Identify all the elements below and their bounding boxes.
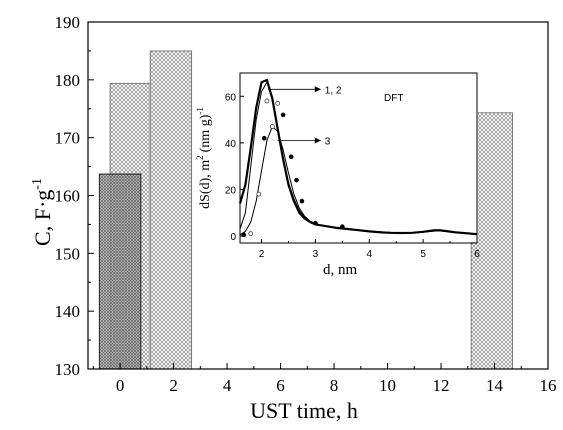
y-tick-label: 170: [55, 129, 81, 148]
inset-y-tick-label: 60: [225, 92, 237, 103]
inset-y-axis-label-sup: 2: [195, 155, 205, 160]
inset-data-marker: [299, 198, 305, 204]
inset-data-marker: [275, 100, 281, 106]
inset-background: [238, 72, 478, 242]
inset-x-tick-label: 5: [420, 249, 426, 260]
x-tick-label: 14: [486, 376, 504, 395]
main-y-axis-label-text: C, F·g: [30, 190, 55, 246]
inset-data-marker: [270, 124, 275, 129]
inset-x-tick-label: 3: [313, 249, 319, 260]
main-y-axis: 130 140 150 160 170 180 190: [55, 13, 94, 379]
inset-data-marker: [248, 231, 254, 236]
inset-y-tick-label: 40: [225, 139, 237, 150]
main-x-axis-label: UST time, h: [250, 398, 358, 423]
y-tick-label: 190: [55, 13, 81, 32]
inset-annotation-dft: DFT: [384, 93, 403, 104]
inset-x-tick-label: 4: [366, 249, 372, 260]
main-bars: [98, 50, 513, 370]
inset-y-axis-label-text: dS(d), m: [198, 160, 213, 209]
main-x-axis: 0 2 4 6 8 10 12 14 16: [92, 363, 557, 395]
inset-data-marker: [261, 135, 267, 141]
inset-data-marker: [294, 177, 299, 183]
x-tick-label: 0: [116, 376, 125, 395]
y-tick-label: 160: [55, 187, 81, 206]
inset-y-axis: 0 20 40 60: [225, 92, 244, 243]
inset-y-axis-label: dS(d), m2 (nm g)-1: [195, 107, 213, 209]
y-tick-label: 130: [55, 360, 81, 379]
main-y-axis-label: C, F·g-1: [30, 178, 55, 246]
inset-callout-arrowhead: [314, 137, 321, 144]
inset-data-marker: [280, 112, 286, 118]
inset-data-marker: [313, 220, 318, 226]
inset-data-marker: [264, 98, 270, 104]
x-tick-label: 16: [540, 376, 557, 395]
x-tick-label: 12: [433, 376, 450, 395]
inset-y-axis-label-unit-sup: -1: [195, 107, 205, 115]
bar: [149, 50, 193, 370]
inset-x-axis: 2 3 4 5 6: [259, 239, 480, 260]
y-tick-label: 180: [55, 71, 81, 90]
x-tick-label: 8: [330, 376, 339, 395]
y-tick-label: 150: [55, 244, 81, 263]
x-tick-label: 2: [169, 376, 178, 395]
inset-markers: [241, 98, 345, 238]
inset-data-marker: [288, 154, 294, 160]
inset-x-tick-label: 6: [474, 249, 480, 260]
inset-y-axis-label-unit: (nm g): [198, 114, 213, 152]
inset-callout-arrowhead: [314, 86, 321, 93]
inset-data-marker: [340, 224, 345, 229]
main-y-axis-label-superscript: -1: [30, 178, 45, 190]
bar: [98, 173, 142, 370]
inset-plot-frame: [239, 72, 478, 244]
x-tick-label: 4: [223, 376, 232, 395]
inset-y-tick-label: 0: [230, 232, 236, 243]
inset-callouts: 1, 2 3: [268, 85, 342, 148]
inset-y-tick-label: 20: [225, 185, 237, 196]
inset-callout-label: 3: [325, 137, 331, 148]
inset-x-axis-label-text: d, nm: [323, 262, 358, 278]
inset-x-axis-label: d, nm: [323, 262, 358, 278]
inset-series-line: [239, 126, 478, 236]
inset-callout-label: 1, 2: [325, 85, 342, 96]
inset-data-marker: [256, 191, 262, 197]
inset-curves: [238, 78, 478, 236]
y-tick-label: 140: [55, 302, 81, 321]
bar: [470, 112, 513, 370]
inset-x-tick-label: 2: [259, 249, 265, 260]
x-tick-label: 10: [379, 376, 396, 395]
x-tick-label: 6: [276, 376, 285, 395]
